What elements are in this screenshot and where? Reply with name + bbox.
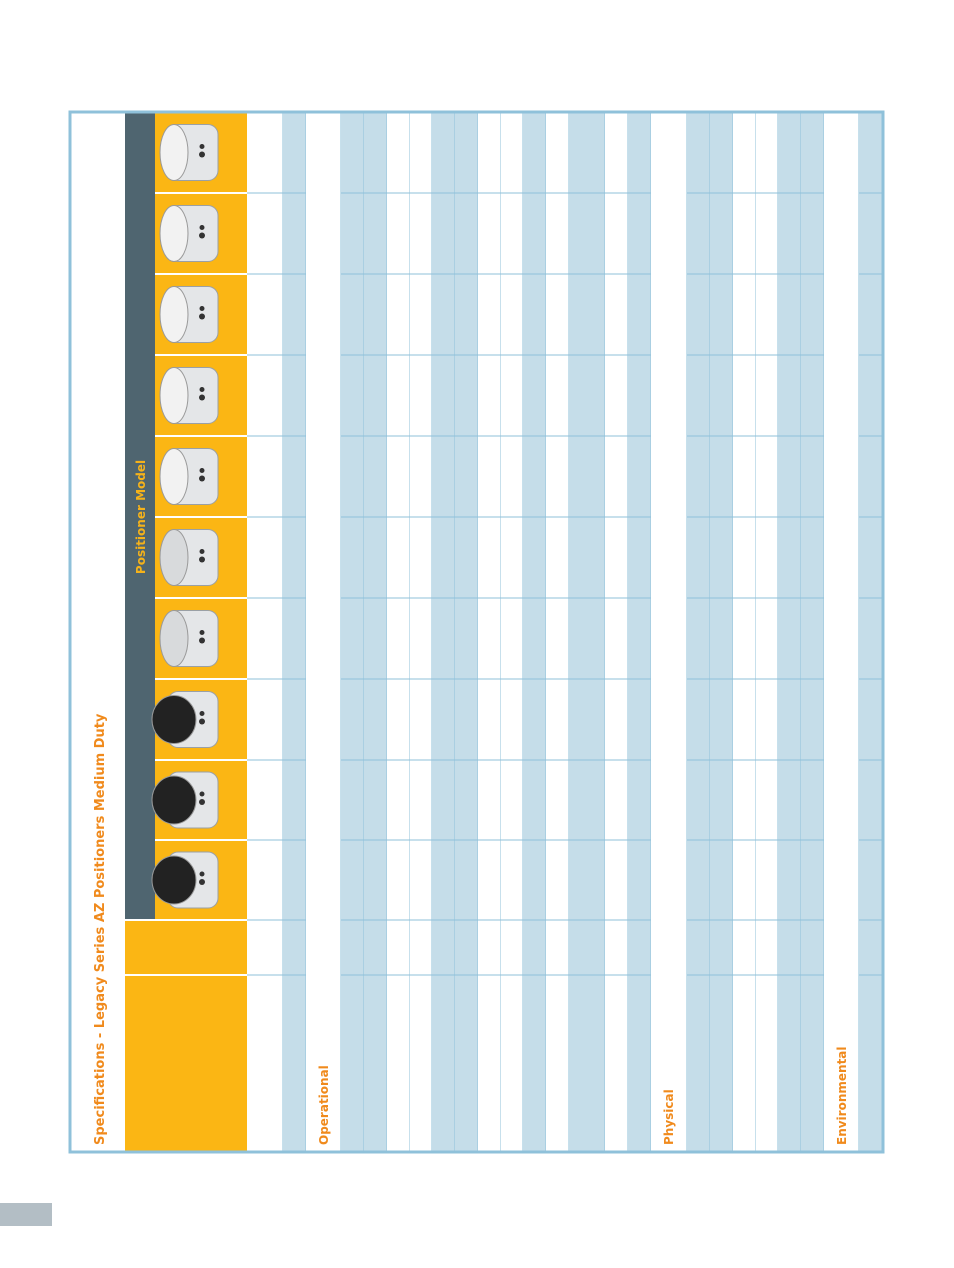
section-label: Environmental	[835, 1046, 849, 1145]
product-image	[199, 879, 205, 885]
product-image	[199, 475, 205, 482]
product-image	[199, 232, 205, 239]
product-image	[199, 306, 205, 311]
product-image	[159, 367, 189, 424]
table-row	[710, 112, 733, 1152]
table-row	[364, 112, 387, 1152]
product-image	[199, 468, 205, 473]
product-image	[151, 695, 197, 744]
title: Specifications - Legacy Series AZ Positi…	[93, 713, 108, 1145]
spec-table	[125, 112, 884, 1152]
page-tab	[0, 1203, 52, 1226]
table-border	[68, 110, 885, 1154]
table-row	[410, 112, 432, 1152]
product-image	[199, 151, 205, 158]
table-row	[778, 112, 801, 1152]
product-image	[199, 718, 205, 725]
table-row	[605, 112, 628, 1152]
product-image	[159, 448, 189, 505]
product-image	[199, 394, 205, 401]
table-row	[523, 112, 546, 1152]
product-image	[199, 556, 205, 563]
product-image	[159, 529, 189, 586]
table-row	[546, 112, 569, 1152]
product-image	[199, 871, 205, 877]
product-image	[199, 313, 205, 320]
product-image	[199, 549, 205, 554]
product-image	[199, 637, 205, 644]
table-row	[283, 112, 306, 1152]
table-row	[651, 112, 687, 1152]
product-image	[159, 286, 189, 343]
model-bar	[125, 112, 155, 920]
product-image	[159, 205, 189, 262]
product-image	[199, 387, 205, 392]
product-image	[151, 855, 197, 905]
table-row	[859, 112, 883, 1152]
product-image	[199, 799, 205, 805]
table-row	[432, 112, 455, 1152]
table-row	[478, 112, 501, 1152]
table-row	[756, 112, 778, 1152]
product-image	[199, 144, 205, 149]
table-row	[387, 112, 410, 1152]
product-image	[199, 630, 205, 635]
product-image	[199, 225, 205, 230]
product-image	[199, 711, 205, 716]
table-row	[824, 112, 859, 1152]
table-row	[687, 112, 710, 1152]
product-image	[151, 775, 197, 825]
table-row	[501, 112, 523, 1152]
table-row	[306, 112, 341, 1152]
table-row	[455, 112, 478, 1152]
table-row	[628, 112, 651, 1152]
table-row	[569, 112, 605, 1152]
header-label-cell	[125, 920, 247, 1152]
column-group-label: Positioner Model	[134, 460, 148, 574]
product-image	[159, 124, 189, 181]
table-row	[341, 112, 364, 1152]
section-label: Physical	[662, 1089, 676, 1145]
product-image	[159, 610, 189, 667]
table-row	[733, 112, 756, 1152]
product-image	[199, 791, 205, 797]
section-label: Operational	[317, 1065, 331, 1145]
table-row	[247, 112, 283, 1152]
table-row	[801, 112, 824, 1152]
